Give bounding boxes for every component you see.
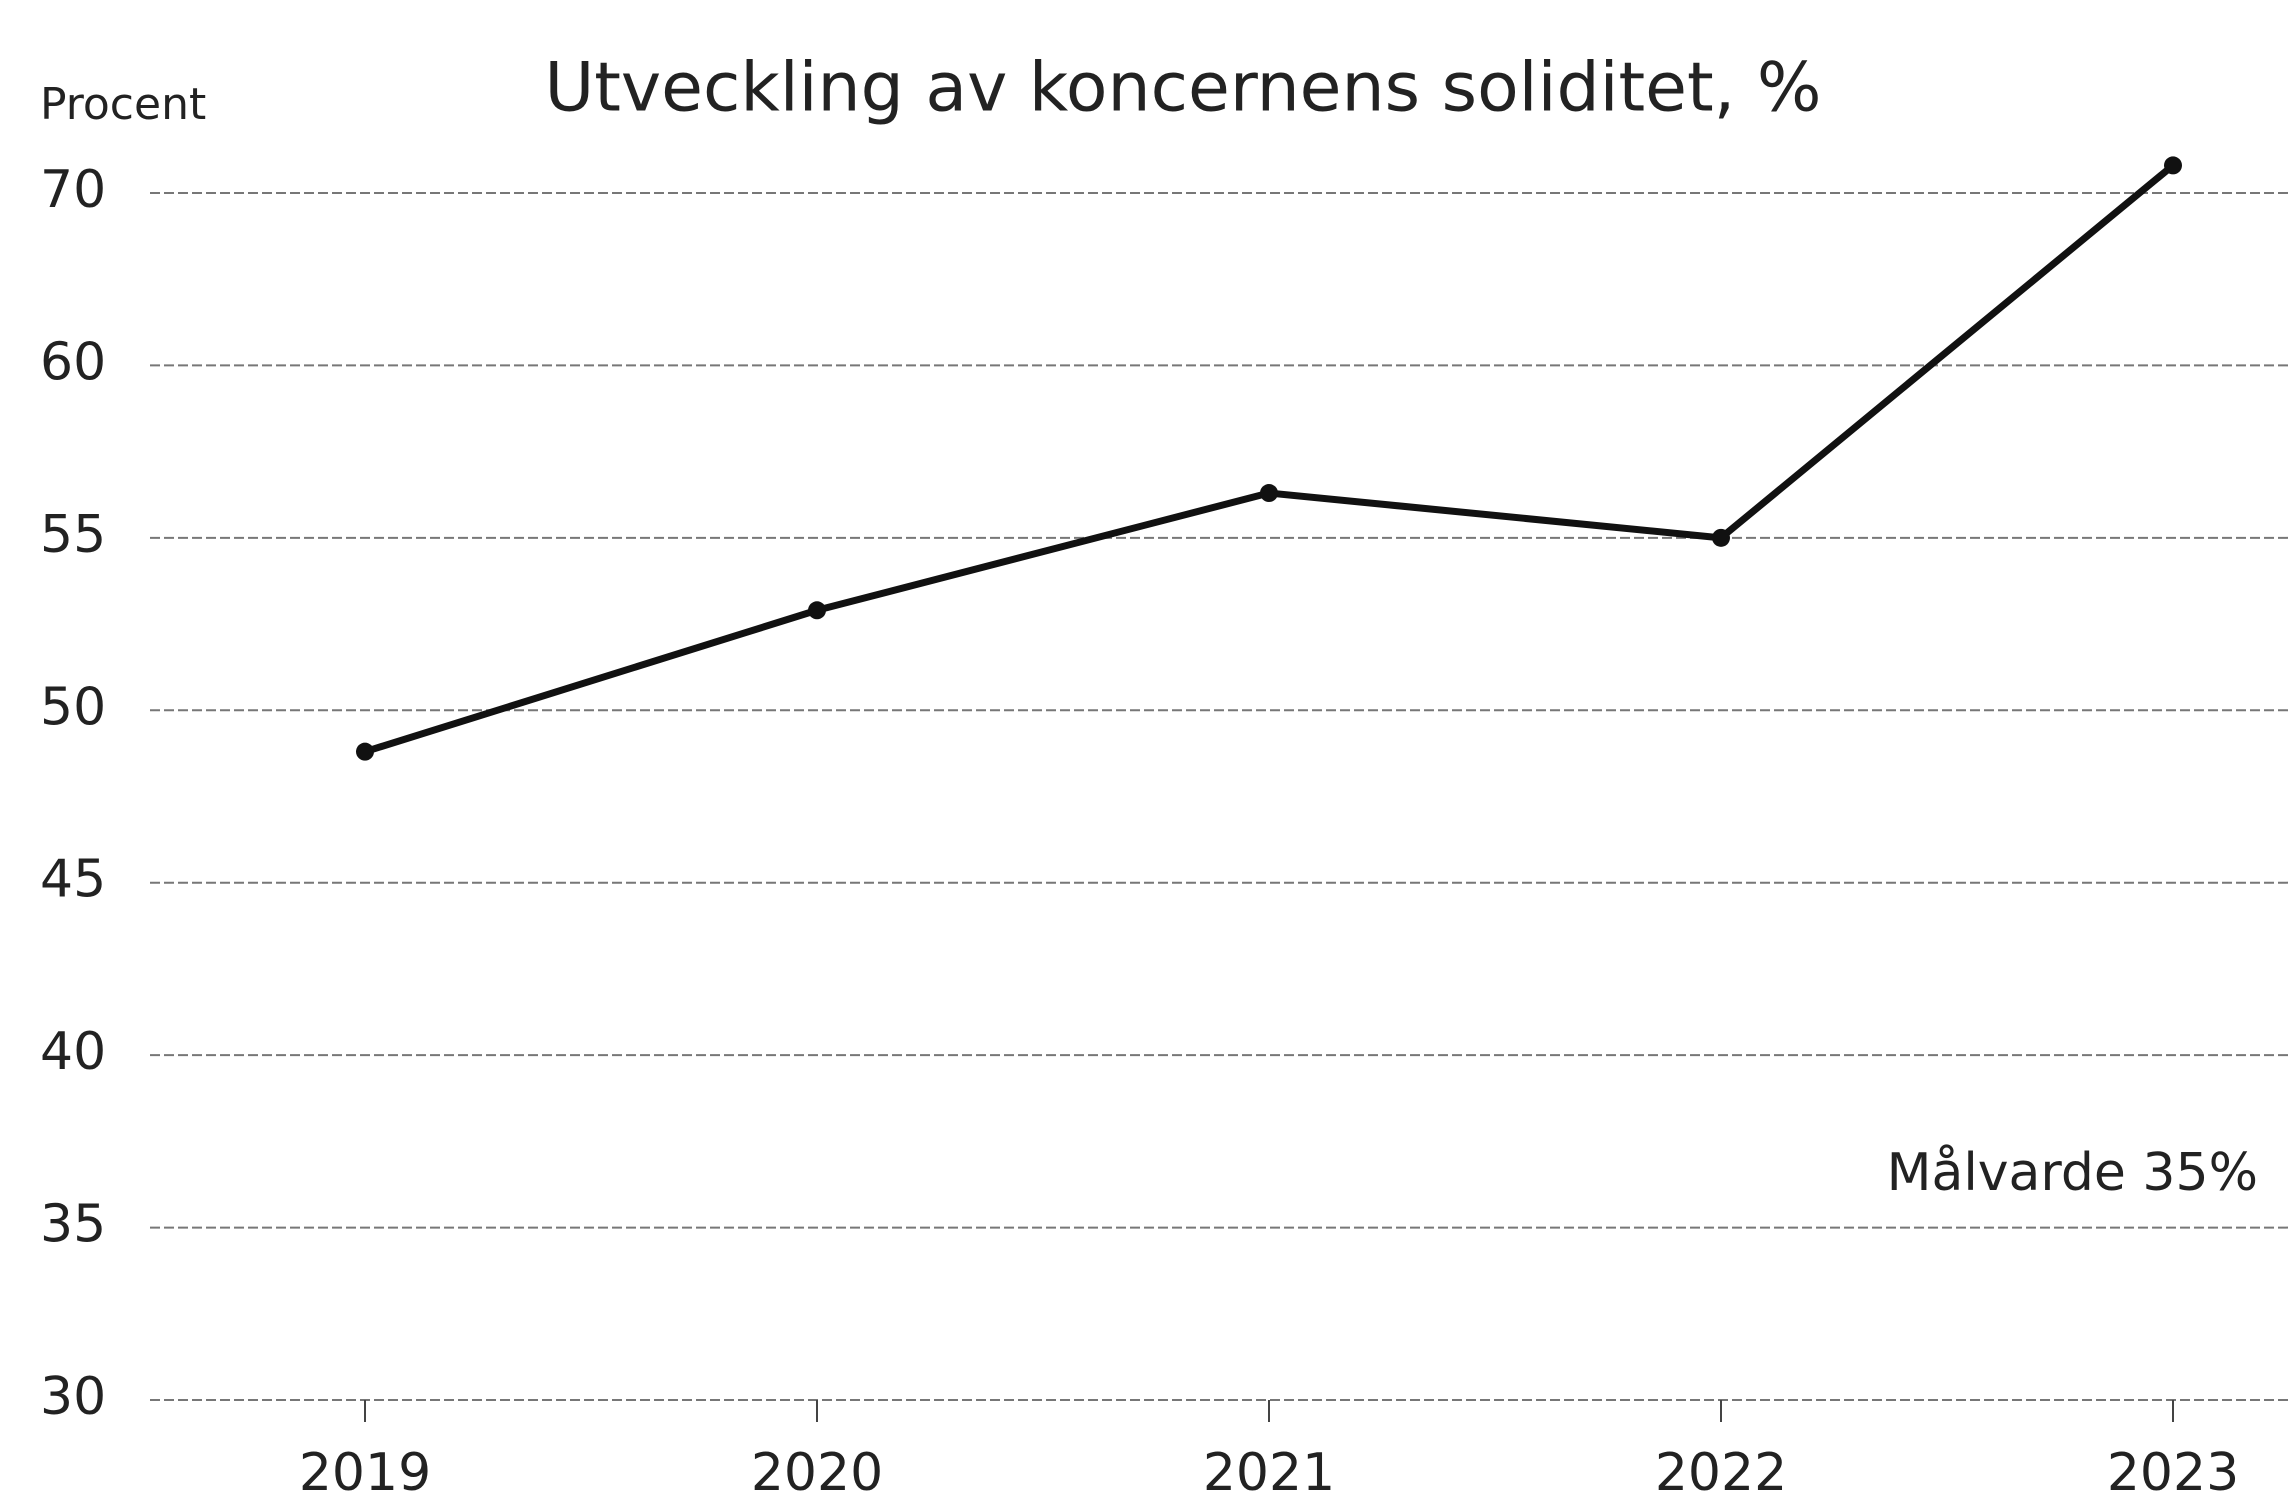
data-point bbox=[2164, 156, 2182, 175]
y-tick-label: 35 bbox=[40, 1195, 106, 1255]
y-axis-label: Procent bbox=[40, 79, 206, 130]
data-point bbox=[1260, 484, 1278, 503]
x-tick-label: 2022 bbox=[1655, 1443, 1787, 1497]
y-tick-label: 50 bbox=[40, 677, 106, 737]
y-tick-label: 45 bbox=[40, 850, 106, 910]
annotation: Målvarde 35% bbox=[1887, 1143, 2258, 1203]
y-tick-label: 55 bbox=[40, 505, 106, 565]
x-tick-label: 2023 bbox=[2107, 1443, 2239, 1497]
y-tick-label: 70 bbox=[40, 160, 106, 220]
x-tick-label: 2020 bbox=[751, 1443, 883, 1497]
x-tick-label: 2019 bbox=[299, 1443, 431, 1497]
data-line bbox=[363, 162, 2176, 755]
y-tick-label: 30 bbox=[40, 1367, 106, 1427]
data-point bbox=[808, 601, 826, 620]
y-tick-label: 60 bbox=[40, 332, 106, 392]
data-point bbox=[1712, 528, 1730, 547]
data-point bbox=[356, 742, 374, 761]
x-tick-label: 2021 bbox=[1203, 1443, 1335, 1497]
y-tick-label: 40 bbox=[40, 1022, 106, 1082]
chart-title: Utveckling av koncernens soliditet, % bbox=[544, 49, 1821, 128]
